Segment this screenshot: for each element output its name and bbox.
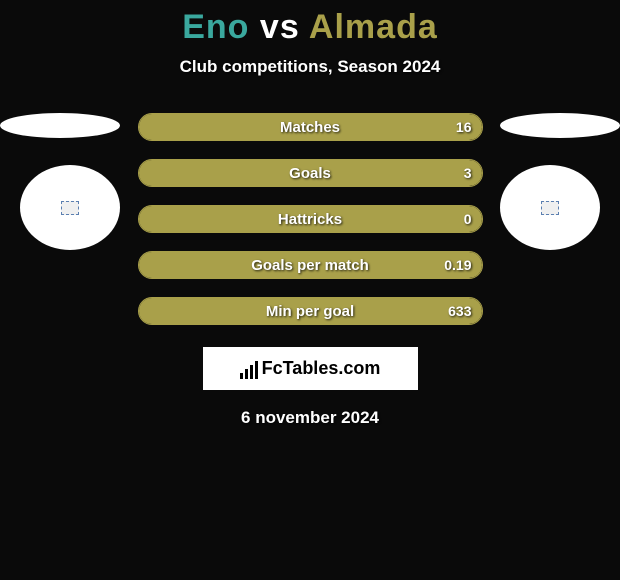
stats-list: Matches16 Goals3 Hattricks0 Goals per match… bbox=[138, 113, 483, 325]
player2-avatar bbox=[500, 165, 600, 250]
branding-text: FcTables.com bbox=[262, 358, 381, 379]
stat-row: Min per goal633 bbox=[138, 297, 483, 325]
stat-row: Goals per match0.19 bbox=[138, 251, 483, 279]
stat-fill-right bbox=[139, 206, 482, 232]
player2-name: Almada bbox=[309, 8, 438, 46]
stat-fill-right bbox=[139, 298, 482, 324]
stat-fill-right bbox=[139, 114, 482, 140]
vs-text: vs bbox=[260, 8, 300, 46]
subtitle: Club competitions, Season 2024 bbox=[0, 57, 620, 77]
stat-row: Matches16 bbox=[138, 113, 483, 141]
player2-shadow-ellipse bbox=[500, 113, 620, 138]
bar-chart-icon bbox=[240, 359, 258, 379]
stat-fill-right bbox=[139, 252, 482, 278]
stat-fill-right bbox=[139, 160, 482, 186]
flag-placeholder-icon bbox=[61, 201, 79, 215]
flag-placeholder-icon bbox=[541, 201, 559, 215]
player1-avatar bbox=[20, 165, 120, 250]
date-text: 6 november 2024 bbox=[0, 408, 620, 428]
branding-badge: FcTables.com bbox=[203, 347, 418, 390]
stat-row: Hattricks0 bbox=[138, 205, 483, 233]
stat-row: Goals3 bbox=[138, 159, 483, 187]
comparison-card: Eno vs Almada Club competitions, Season … bbox=[0, 0, 620, 580]
player1-shadow-ellipse bbox=[0, 113, 120, 138]
page-title: Eno vs Almada bbox=[0, 8, 620, 47]
player1-name: Eno bbox=[182, 8, 249, 46]
body-area: Matches16 Goals3 Hattricks0 Goals per match… bbox=[0, 113, 620, 428]
